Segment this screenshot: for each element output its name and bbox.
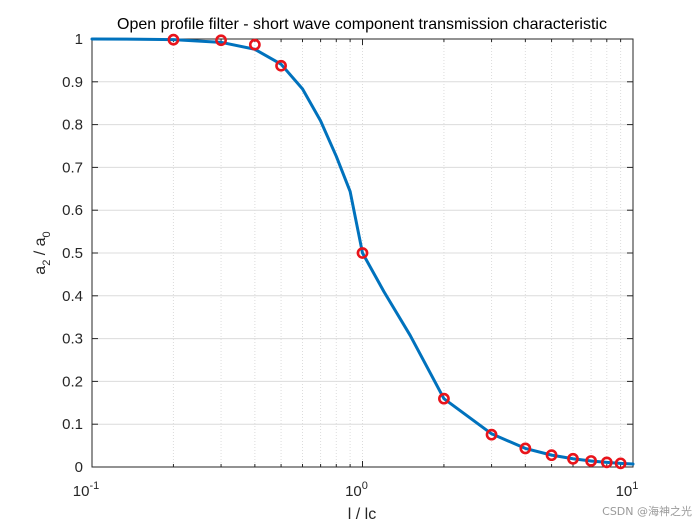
data-point-marker <box>567 452 579 465</box>
chart-title: Open profile filter - short wave compone… <box>117 16 607 33</box>
y-tick-label: 0.5 <box>62 245 83 262</box>
y-tick-label: 0 <box>75 459 83 476</box>
y-axis-label: a2 / a0 <box>32 231 53 274</box>
data-point-marker <box>248 38 261 51</box>
y-label-subscript-1: 2 <box>41 260 53 266</box>
data-point-marker <box>600 456 613 469</box>
data-point-marker <box>614 457 627 470</box>
x-tick-exponent: 1 <box>632 480 638 492</box>
x-tick-label: 10-1 <box>73 480 99 500</box>
data-point-marker <box>585 455 597 467</box>
y-label-base: a <box>32 266 49 275</box>
y-tick-label: 0.3 <box>62 331 83 348</box>
x-tick-exponent: 0 <box>362 480 368 492</box>
x-axis-label: l / lc <box>348 506 376 523</box>
data-point-marker <box>275 59 287 72</box>
data-point-marker <box>167 33 180 46</box>
x-tick-base: 10 <box>73 483 90 500</box>
y-tick-label: 0.9 <box>62 74 83 91</box>
x-tick-label: 100 <box>345 480 368 500</box>
data-point-marker <box>545 449 558 462</box>
y-tick-label: 0.8 <box>62 117 83 134</box>
y-tick-label: 1 <box>75 31 83 48</box>
data-point-marker <box>519 442 532 455</box>
y-label-subscript-2: 0 <box>41 231 53 237</box>
data-point-marker <box>438 392 450 405</box>
data-point-marker <box>356 247 369 259</box>
data-point-marker <box>485 428 498 441</box>
x-tick-base: 10 <box>345 483 362 500</box>
x-tick-exponent: -1 <box>89 480 99 492</box>
y-tick-label: 0.6 <box>62 202 83 219</box>
x-tick-label: 101 <box>616 480 639 500</box>
watermark: CSDN @海神之光 <box>602 505 692 518</box>
x-tick-base: 10 <box>616 483 633 500</box>
y-tick-label: 0.2 <box>62 373 83 390</box>
data-point-marker <box>215 34 227 47</box>
y-label-separator: / a <box>32 237 49 259</box>
transmission-curve <box>90 37 635 466</box>
y-tick-label: 0.1 <box>62 416 83 433</box>
series-layer <box>90 33 635 470</box>
y-tick-label: 0.7 <box>62 159 83 176</box>
y-tick-label: 0.4 <box>62 288 83 305</box>
